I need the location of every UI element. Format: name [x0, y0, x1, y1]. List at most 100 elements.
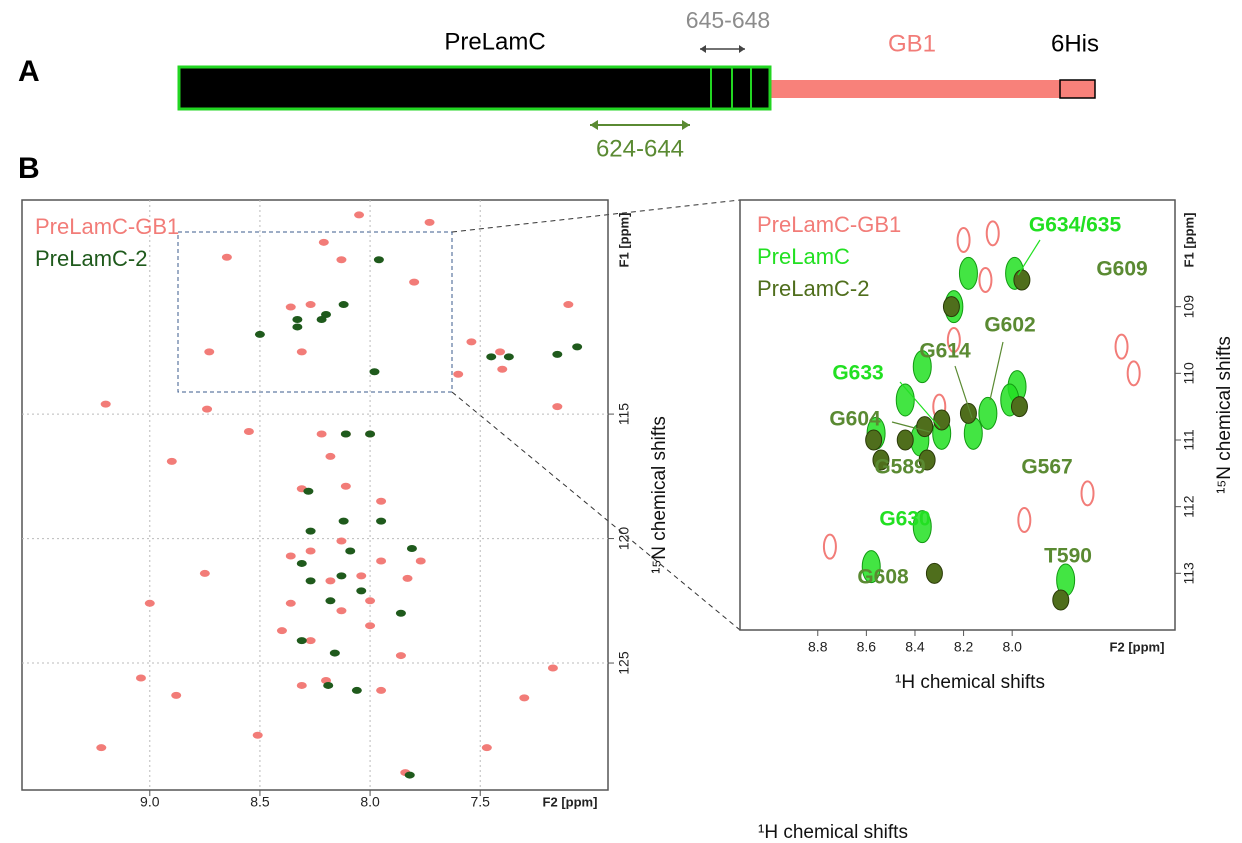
- peak: [402, 574, 413, 582]
- y-tick-label: 113: [1181, 562, 1197, 585]
- peak: [481, 744, 492, 752]
- legend-label: PreLamC-GB1: [35, 214, 179, 239]
- peak: [296, 559, 307, 567]
- peak: [1126, 360, 1141, 387]
- x-tick-label: 8.0: [360, 794, 380, 810]
- peak: [292, 323, 303, 331]
- peak-label: G589: [874, 456, 925, 479]
- peak: [351, 686, 362, 694]
- peak: [404, 771, 415, 779]
- peak: [958, 256, 978, 290]
- peak: [912, 510, 932, 544]
- plot-frame: [21, 199, 609, 791]
- peak: [1052, 589, 1070, 611]
- peak: [305, 301, 316, 309]
- x-tick-label: 8.4: [905, 639, 925, 655]
- peak: [959, 402, 977, 424]
- peak: [199, 569, 210, 577]
- peak-label: T590: [1044, 545, 1092, 568]
- peak: [305, 577, 316, 585]
- peak: [340, 482, 351, 490]
- peak-label: G634/635: [1029, 214, 1122, 237]
- peak: [466, 338, 477, 346]
- peak: [243, 428, 254, 436]
- peak: [316, 430, 327, 438]
- peak-label: G614: [919, 340, 971, 363]
- peak: [912, 350, 932, 384]
- peak: [376, 557, 387, 565]
- x-tick-label: 8.8: [808, 639, 828, 655]
- peak: [318, 238, 329, 246]
- peak-label: G630: [879, 508, 930, 531]
- peak: [354, 211, 365, 219]
- zoom-connector: [451, 391, 741, 631]
- peak: [563, 301, 574, 309]
- peak: [285, 303, 296, 311]
- prelamc-bar: [177, 65, 772, 111]
- peak: [276, 627, 287, 635]
- peak: [254, 330, 265, 338]
- peak: [373, 256, 384, 264]
- legend-label: PreLamC-2: [757, 276, 869, 301]
- peak: [338, 301, 349, 309]
- peak: [135, 674, 146, 682]
- peak: [942, 296, 960, 318]
- plot-frame: [739, 199, 1176, 631]
- x-axis-title: ¹H chemical shifts: [758, 822, 908, 843]
- y-tick-label: 112: [1181, 495, 1197, 518]
- peak: [552, 403, 563, 411]
- peak: [1010, 396, 1028, 418]
- x-tick-label: 7.5: [470, 794, 490, 810]
- x-axis-title: ¹H chemical shifts: [895, 672, 1045, 693]
- peak: [204, 348, 215, 356]
- peak: [100, 400, 111, 408]
- peak: [918, 449, 936, 471]
- peak: [329, 649, 340, 657]
- peak: [415, 557, 426, 565]
- peak: [96, 744, 107, 752]
- peak: [376, 517, 387, 525]
- peak: [1013, 269, 1031, 291]
- y-tick-label: 111: [1181, 429, 1197, 450]
- peak: [916, 416, 934, 438]
- peak: [296, 637, 307, 645]
- peak-label: G633: [832, 362, 883, 385]
- peak: [365, 430, 376, 438]
- y-tick-label: 120: [616, 527, 632, 551]
- peak: [345, 547, 356, 555]
- peak: [356, 572, 367, 580]
- peak: [406, 545, 417, 553]
- peak: [486, 353, 497, 361]
- y-tick-label: 110: [1181, 362, 1197, 385]
- peak: [547, 664, 558, 672]
- peak: [376, 497, 387, 505]
- peak: [956, 227, 971, 253]
- construct-label: PreLamC: [444, 28, 545, 55]
- peak: [356, 587, 367, 595]
- peak: [572, 343, 583, 351]
- y-axis-title: ¹⁵N chemical shifts: [649, 416, 670, 574]
- peak: [171, 691, 182, 699]
- x-tick-label: 8.0: [1002, 639, 1022, 655]
- peak: [336, 256, 347, 264]
- his-box: [1059, 79, 1096, 99]
- peak: [305, 637, 316, 645]
- peak: [395, 609, 406, 617]
- peak: [336, 537, 347, 545]
- peak: [872, 449, 890, 471]
- peak: [336, 607, 347, 615]
- gb1-bar: [770, 80, 1062, 98]
- peak: [325, 452, 336, 460]
- peak: [933, 409, 951, 431]
- peak: [822, 533, 837, 560]
- peak: [495, 348, 506, 356]
- legend-label: PreLamC-GB1: [757, 212, 901, 237]
- x-unit: F2 [ppm]: [543, 794, 598, 809]
- peak: [369, 368, 380, 376]
- peak: [292, 315, 303, 323]
- peak: [424, 218, 435, 226]
- peak: [1080, 480, 1095, 507]
- peak: [166, 457, 177, 465]
- leader-line: [954, 365, 973, 419]
